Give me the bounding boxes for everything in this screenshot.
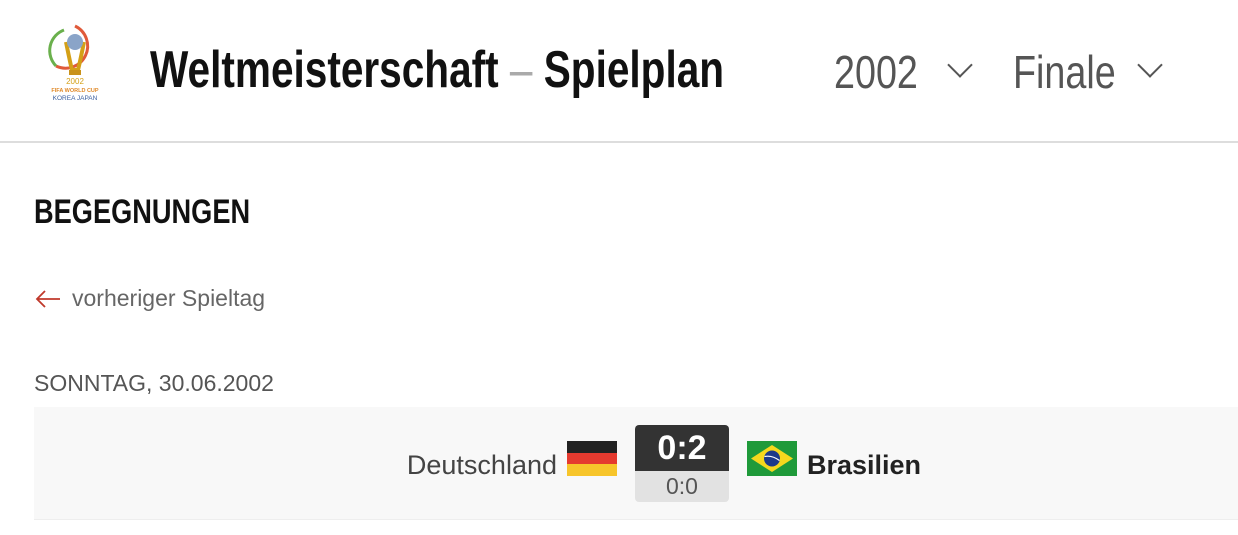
title-part2: Spielplan xyxy=(543,41,725,99)
final-score: 0:2 xyxy=(635,425,729,471)
svg-text:2002: 2002 xyxy=(66,77,84,86)
away-team[interactable]: Brasilien xyxy=(807,450,922,480)
season-value: 2002 xyxy=(834,46,918,98)
title-separator: – xyxy=(509,41,533,99)
match-date: SONNTAG, 30.06.2002 xyxy=(34,370,274,396)
chevron-down-icon xyxy=(947,52,973,78)
header-divider xyxy=(0,141,1238,143)
chevron-down-icon xyxy=(1137,52,1163,78)
season-dropdown[interactable]: 2002 xyxy=(834,40,973,104)
halftime-score: 0:0 xyxy=(635,471,729,502)
round-dropdown[interactable]: Finale xyxy=(1013,40,1163,104)
page-title: Weltmeisterschaft – Spielplan xyxy=(150,38,886,102)
germany-flag xyxy=(567,441,617,476)
svg-text:FIFA WORLD CUP: FIFA WORLD CUP xyxy=(51,88,98,94)
previous-matchday-link[interactable]: vorheriger Spieltag xyxy=(34,285,265,312)
section-title: BEGEGNUNGEN xyxy=(34,193,251,231)
fifa-world-cup-2002-logo: 2002 FIFA WORLD CUP KOREA JAPAN xyxy=(48,24,99,102)
brazil-flag xyxy=(747,441,797,476)
round-value: Finale xyxy=(1013,46,1116,98)
home-team[interactable]: Deutschland xyxy=(406,450,557,480)
svg-text:KOREA JAPAN: KOREA JAPAN xyxy=(53,95,98,102)
arrow-left-icon xyxy=(35,289,60,308)
previous-matchday-label: vorheriger Spieltag xyxy=(72,285,266,311)
score-box[interactable]: 0:2 0:0 xyxy=(635,425,729,502)
title-part1: Weltmeisterschaft xyxy=(150,41,499,99)
